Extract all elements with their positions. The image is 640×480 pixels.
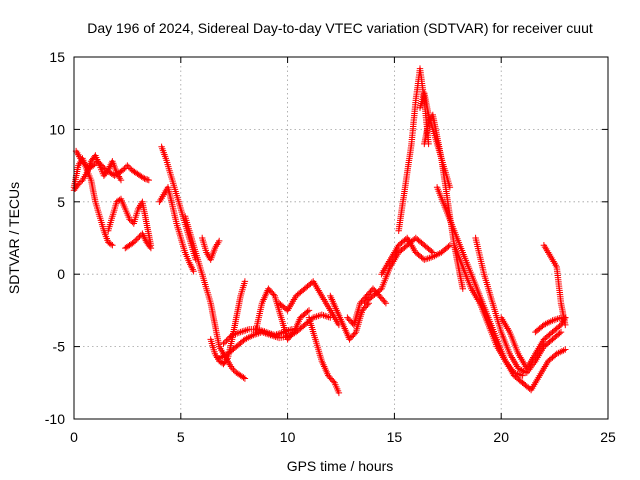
satellite-track-5 <box>122 230 155 252</box>
series-markers <box>361 234 436 307</box>
series-markers <box>252 285 313 343</box>
satellite-track-25 <box>472 234 565 376</box>
x-tick-label: 5 <box>177 429 185 445</box>
satellite-track-22 <box>416 90 454 191</box>
data-series <box>70 65 569 397</box>
series-markers <box>451 242 526 379</box>
series-markers <box>378 234 454 278</box>
chart-title: Day 196 of 2024, Sidereal Day-to-day VTE… <box>87 20 593 36</box>
series-markers <box>156 184 197 275</box>
satellite-track-19 <box>378 234 454 278</box>
satellite-track-7 <box>156 184 197 275</box>
series-markers <box>327 292 372 343</box>
series-markers <box>305 314 343 397</box>
satellite-track-24 <box>451 242 526 379</box>
plot-frame <box>73 56 609 420</box>
series-markers <box>105 195 155 249</box>
series-markers <box>395 65 432 234</box>
x-tick-label: 0 <box>70 429 78 445</box>
satellite-track-28 <box>540 242 569 329</box>
x-tick-label: 10 <box>280 429 296 445</box>
x-axis-label: GPS time / hours <box>287 458 394 474</box>
x-tick-label: 20 <box>493 429 509 445</box>
y-tick-label: 10 <box>49 121 65 137</box>
satellite-track-14 <box>275 278 343 329</box>
series-markers <box>519 346 569 394</box>
satellite-track-15 <box>305 314 343 397</box>
satellite-track-18 <box>361 234 436 307</box>
y-axis-label: SDTVAR / TECUs <box>6 182 22 294</box>
satellite-track-9 <box>199 234 223 263</box>
y-tick-label: 15 <box>49 49 65 65</box>
series-markers <box>181 213 249 382</box>
y-tick-label: 0 <box>57 266 65 282</box>
satellite-track-13 <box>252 285 313 343</box>
series-markers <box>122 230 155 252</box>
series-markers <box>472 234 565 376</box>
y-tick-label: 5 <box>57 194 65 210</box>
grid <box>74 57 608 419</box>
satellite-track-29 <box>532 314 569 336</box>
series-markers <box>199 234 223 263</box>
x-tick-label: 25 <box>600 429 616 445</box>
series-markers <box>540 242 569 329</box>
satellite-track-27 <box>519 346 569 394</box>
series-markers <box>275 278 343 329</box>
satellite-track-26 <box>498 314 569 372</box>
series-markers <box>498 314 569 372</box>
satellite-track-16 <box>327 292 372 343</box>
y-tick-label: -10 <box>45 411 65 427</box>
series-markers <box>416 90 454 191</box>
x-tick-label: 15 <box>387 429 403 445</box>
series-markers <box>532 314 569 336</box>
axis-ticks: 0 5 10 15 20 25 -10 -5 0 5 10 15 <box>45 49 616 445</box>
satellite-track-20 <box>395 65 432 234</box>
satellite-track-4 <box>105 195 155 249</box>
y-tick-label: -5 <box>53 339 66 355</box>
satellite-track-8 <box>181 213 249 382</box>
